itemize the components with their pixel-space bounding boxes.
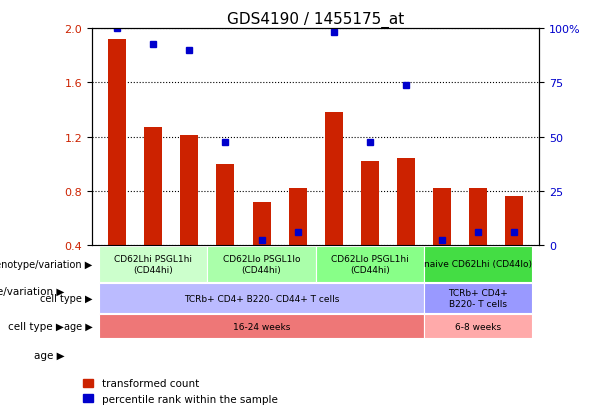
Bar [397, 159, 415, 246]
Text: GSM520514: GSM520514 [257, 249, 266, 303]
Bar [505, 197, 524, 246]
Legend: transformed count, percentile rank within the sample: transformed count, percentile rank withi… [78, 374, 282, 408]
Bar [144, 128, 162, 246]
Bar [316, 247, 424, 282]
Text: GSM520519: GSM520519 [474, 249, 482, 303]
Text: GSM520511: GSM520511 [221, 249, 230, 303]
Bar [99, 283, 424, 313]
Text: GSM520520: GSM520520 [509, 249, 519, 303]
Text: GSM520517: GSM520517 [293, 249, 302, 303]
Bar [180, 136, 199, 246]
Text: GSM520516: GSM520516 [402, 249, 411, 303]
Bar [207, 247, 316, 282]
Bar [424, 314, 532, 338]
Bar [253, 202, 270, 246]
Text: GSM520510: GSM520510 [329, 249, 338, 303]
Text: GSM520518: GSM520518 [438, 249, 446, 303]
Bar [216, 164, 235, 246]
Text: GSM520513: GSM520513 [365, 249, 375, 303]
Text: TCRb+ CD4+
B220- T cells: TCRb+ CD4+ B220- T cells [448, 289, 508, 308]
Bar [424, 283, 532, 313]
Text: age ▶: age ▶ [34, 350, 64, 360]
Text: naive CD62Lhi (CD44lo): naive CD62Lhi (CD44lo) [424, 260, 532, 269]
Text: CD62Lhi PSGL1hi
(CD44hi): CD62Lhi PSGL1hi (CD44hi) [114, 255, 192, 274]
Text: genotype/variation ▶: genotype/variation ▶ [0, 259, 93, 269]
Text: cell type ▶: cell type ▶ [40, 293, 93, 304]
Text: GSM520509: GSM520509 [113, 249, 122, 303]
Bar [325, 113, 343, 246]
Bar [361, 162, 379, 246]
Text: GSM520512: GSM520512 [149, 249, 158, 303]
Bar [469, 189, 487, 246]
Text: 6-8 weeks: 6-8 weeks [455, 322, 501, 331]
Bar [433, 189, 451, 246]
Text: GSM520515: GSM520515 [185, 249, 194, 303]
Bar [99, 247, 207, 282]
Bar [99, 314, 424, 338]
Title: GDS4190 / 1455175_at: GDS4190 / 1455175_at [227, 12, 405, 28]
Text: TCRb+ CD4+ B220- CD44+ T cells: TCRb+ CD4+ B220- CD44+ T cells [184, 294, 339, 303]
Text: genotype/variation ▶: genotype/variation ▶ [0, 286, 64, 296]
Bar [289, 189, 306, 246]
Text: CD62Llo PSGL1lo
(CD44hi): CD62Llo PSGL1lo (CD44hi) [223, 255, 300, 274]
Text: CD62Llo PSGL1hi
(CD44hi): CD62Llo PSGL1hi (CD44hi) [331, 255, 409, 274]
Text: cell type ▶: cell type ▶ [9, 321, 64, 331]
Text: 16-24 weeks: 16-24 weeks [233, 322, 290, 331]
Bar [108, 40, 126, 246]
Bar [424, 247, 532, 282]
Text: age ▶: age ▶ [64, 321, 93, 331]
